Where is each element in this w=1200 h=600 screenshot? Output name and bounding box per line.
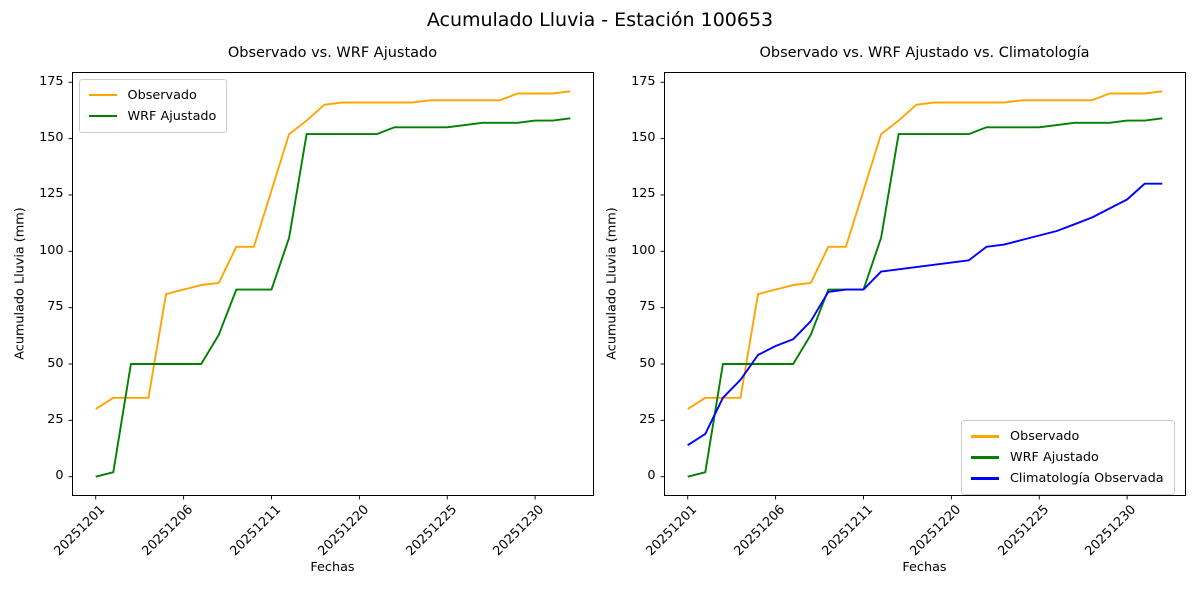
legend-item: Observado [971, 426, 1164, 447]
legend-item: WRF Ajustado [971, 447, 1164, 468]
y-tick-label: 0 [647, 468, 656, 484]
y-tick-label: 100 [39, 242, 64, 258]
legend-item: Climatología Observada [971, 468, 1164, 489]
y-tick-label: 75 [47, 299, 64, 315]
y-tick-label: 175 [631, 73, 656, 89]
series-line-1 [686, 116, 1162, 478]
y-tick-label: 150 [39, 130, 64, 146]
x-tick-label: 20251201 [643, 501, 701, 559]
left-chart-x-axis-label: Fechas [310, 559, 355, 575]
x-tick-label: 20251206 [731, 501, 789, 559]
y-tick-label: 125 [631, 186, 656, 202]
y-tick-label: 0 [55, 468, 64, 484]
y-tick-label: 25 [47, 411, 64, 427]
legend-item: Observado [88, 85, 217, 106]
legend-line-swatch [971, 435, 999, 438]
right-chart-legend: Observado WRF Ajustado Climatología Observ… [961, 420, 1175, 495]
legend-label: Observado [1010, 429, 1080, 444]
x-tick-label: 20251230 [490, 501, 548, 559]
right-chart: Observado vs. WRF Ajustado vs. Climatolo… [605, 45, 1186, 575]
left-chart-title: Observado vs. WRF Ajustado [227, 44, 438, 61]
y-tick-label: 50 [47, 355, 64, 371]
legend-item: WRF Ajustado [88, 106, 217, 127]
legend-line-swatch [971, 456, 999, 459]
legend-line-swatch [971, 477, 999, 480]
legend-label: WRF Ajustado [127, 108, 217, 124]
x-tick-label: 20251220 [907, 501, 964, 559]
left-plot-area [68, 71, 594, 499]
legend-line-swatch [88, 114, 117, 118]
right-chart-x-axis-label: Fechas [902, 559, 947, 575]
series-line-1 [94, 116, 570, 478]
axes-spines [71, 71, 594, 496]
y-tick-label: 150 [631, 130, 656, 146]
y-tick-label: 75 [639, 299, 656, 315]
y-tick-label: 125 [39, 186, 64, 202]
y-tick-label: 175 [39, 73, 64, 89]
legend-label: Climatología Observada [1010, 471, 1164, 486]
x-tick-label: 20251225 [994, 501, 1052, 559]
figure-suptitle: Acumulado Lluvia - Estación 100653 [426, 9, 774, 31]
legend-label: WRF Ajustado [1010, 450, 1099, 465]
x-tick-label: 20251206 [139, 501, 197, 559]
y-tick-label: 100 [631, 242, 656, 258]
legend-label: Observado [127, 87, 197, 103]
series-line-2 [686, 182, 1162, 446]
right-chart-title: Observado vs. WRF Ajustado vs. Climatolo… [759, 44, 1090, 61]
series-line-0 [686, 89, 1162, 410]
right-plot-area [660, 71, 1186, 499]
x-tick-label: 20251220 [315, 501, 372, 559]
y-tick-label: 25 [639, 411, 656, 427]
left-chart: Observado vs. WRF Ajustado Acumulado Llu… [13, 45, 594, 575]
left-chart-legend: Observado WRF Ajustado [78, 78, 228, 133]
axes-spines [663, 71, 1186, 496]
x-tick-label: 20251201 [51, 501, 109, 559]
legend-line-swatch [88, 93, 117, 97]
x-tick-label: 20251211 [227, 501, 284, 559]
x-tick-label: 20251230 [1082, 501, 1140, 559]
y-tick-label: 50 [639, 355, 656, 371]
x-tick-label: 20251225 [402, 501, 460, 559]
x-tick-label: 20251211 [819, 501, 876, 559]
series-line-0 [94, 89, 570, 410]
